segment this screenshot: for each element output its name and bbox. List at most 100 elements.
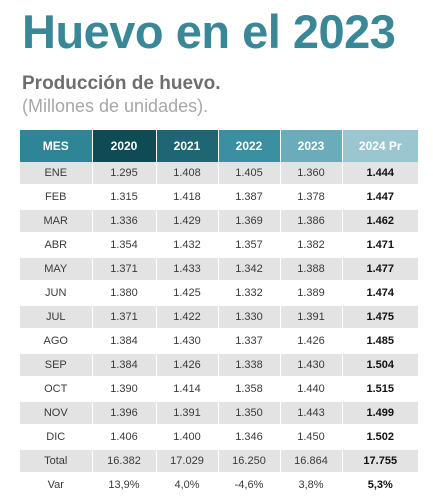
header-row: MES 2020 2021 2022 2023 2024 Pr — [20, 130, 418, 162]
value-2020-cell: 1.295 — [92, 162, 157, 185]
value-2023-cell: 1.388 — [280, 257, 343, 281]
value-2023-cell: 1.386 — [280, 209, 343, 233]
table-row: ENE 1.295 1.408 1.405 1.360 1.444 — [20, 162, 418, 185]
value-2023-cell: 1.440 — [280, 377, 343, 401]
month-cell: MAR — [20, 209, 93, 233]
month-cell: ABR — [20, 233, 93, 257]
table-row: JUN 1.380 1.425 1.332 1.389 1.474 — [20, 281, 418, 305]
value-2021-cell: 1.400 — [156, 425, 219, 449]
value-2023-cell: 1.430 — [280, 353, 343, 377]
value-2023-cell: 1.382 — [280, 233, 343, 257]
table-row: AGO 1.384 1.430 1.337 1.426 1.485 — [20, 329, 418, 353]
value-2020-cell: 1.384 — [92, 353, 157, 377]
value-2023-cell: 1.389 — [280, 281, 343, 305]
value-2020-cell: 1.371 — [92, 305, 157, 329]
value-2021-cell: 1.414 — [156, 377, 219, 401]
value-2024-pr-cell: 1.471 — [342, 233, 418, 257]
month-cell: SEP — [20, 353, 93, 377]
value-2022-cell: 1.338 — [218, 353, 281, 377]
value-2020-cell: 1.354 — [92, 233, 157, 257]
table-row: Var 13,9% 4,0% -4,6% 3,8% 5,3% — [20, 473, 418, 497]
value-2021-cell: 17.029 — [156, 449, 219, 473]
value-2024-pr-cell: 1.499 — [342, 401, 418, 425]
value-2022-cell: 1.332 — [218, 281, 281, 305]
value-2023-cell: 1.443 — [280, 401, 343, 425]
value-2021-cell: 1.426 — [156, 353, 219, 377]
value-2021-cell: 4,0% — [156, 473, 219, 497]
value-2022-cell: 1.369 — [218, 209, 281, 233]
table-row: FEB 1.315 1.418 1.387 1.378 1.447 — [20, 185, 418, 209]
value-2023-cell: 3,8% — [280, 473, 343, 497]
table-row: DIC 1.406 1.400 1.346 1.450 1.502 — [20, 425, 418, 449]
value-2023-cell: 1.378 — [280, 185, 343, 209]
header-2021: 2021 — [156, 130, 219, 162]
value-2022-cell: 1.358 — [218, 377, 281, 401]
value-2022-cell: 1.337 — [218, 329, 281, 353]
table-row: ABR 1.354 1.432 1.357 1.382 1.471 — [20, 233, 418, 257]
value-2020-cell: 1.380 — [92, 281, 157, 305]
month-cell: AGO — [20, 329, 93, 353]
month-cell: ENE — [20, 162, 93, 185]
table-row: MAR 1.336 1.429 1.369 1.386 1.462 — [20, 209, 418, 233]
value-2024-pr-cell: 1.447 — [342, 185, 418, 209]
header-2024-pr: 2024 Pr — [342, 130, 418, 162]
value-2020-cell: 1.396 — [92, 401, 157, 425]
month-cell: DIC — [20, 425, 93, 449]
page-title: Huevo en el 2023 — [22, 5, 396, 58]
production-table: MES 2020 2021 2022 2023 2024 Pr ENE 1.295… — [20, 130, 418, 498]
month-cell: JUL — [20, 305, 93, 329]
value-2024-pr-cell: 1.462 — [342, 209, 418, 233]
value-2024-pr-cell: 1.444 — [342, 162, 418, 185]
value-2024-pr-cell: 1.474 — [342, 281, 418, 305]
month-cell: OCT — [20, 377, 93, 401]
table-row: NOV 1.396 1.391 1.350 1.443 1.499 — [20, 401, 418, 425]
value-2022-cell: -4,6% — [218, 473, 281, 497]
value-2022-cell: 1.342 — [218, 257, 281, 281]
month-cell: Total — [20, 449, 93, 473]
value-2021-cell: 1.433 — [156, 257, 219, 281]
value-2023-cell: 1.360 — [280, 162, 343, 185]
value-2024-pr-cell: 1.502 — [342, 425, 418, 449]
value-2022-cell: 1.346 — [218, 425, 281, 449]
value-2024-pr-cell: 1.477 — [342, 257, 418, 281]
value-2021-cell: 1.432 — [156, 233, 219, 257]
value-2020-cell: 1.406 — [92, 425, 157, 449]
header-2023: 2023 — [280, 130, 343, 162]
value-2022-cell: 1.330 — [218, 305, 281, 329]
value-2022-cell: 1.405 — [218, 162, 281, 185]
value-2023-cell: 1.391 — [280, 305, 343, 329]
table-row: SEP 1.384 1.426 1.338 1.430 1.504 — [20, 353, 418, 377]
value-2022-cell: 1.357 — [218, 233, 281, 257]
table-subtitle: Producción de huevo. — [22, 73, 221, 94]
value-2020-cell: 1.371 — [92, 257, 157, 281]
value-2023-cell: 1.426 — [280, 329, 343, 353]
unit-label: (Millones de unidades). — [22, 96, 209, 116]
value-2024-pr-cell: 1.515 — [342, 377, 418, 401]
value-2020-cell: 1.384 — [92, 329, 157, 353]
value-2021-cell: 1.391 — [156, 401, 219, 425]
value-2020-cell: 1.315 — [92, 185, 157, 209]
value-2023-cell: 16.864 — [280, 449, 343, 473]
table-row: JUL 1.371 1.422 1.330 1.391 1.475 — [20, 305, 418, 329]
value-2024-pr-cell: 1.504 — [342, 353, 418, 377]
month-cell: MAY — [20, 257, 93, 281]
month-cell: JUN — [20, 281, 93, 305]
table-row: Total 16.382 17.029 16.250 16.864 17.755 — [20, 449, 418, 473]
table-row: MAY 1.371 1.433 1.342 1.388 1.477 — [20, 257, 418, 281]
value-2021-cell: 1.425 — [156, 281, 219, 305]
value-2020-cell: 1.390 — [92, 377, 157, 401]
value-2021-cell: 1.430 — [156, 329, 219, 353]
month-cell: Var — [20, 473, 93, 497]
value-2022-cell: 1.387 — [218, 185, 281, 209]
value-2021-cell: 1.408 — [156, 162, 219, 185]
value-2021-cell: 1.429 — [156, 209, 219, 233]
header-mes: MES — [20, 130, 93, 162]
value-2024-pr-cell: 5,3% — [342, 473, 418, 497]
header-2020: 2020 — [92, 130, 157, 162]
table-row: OCT 1.390 1.414 1.358 1.440 1.515 — [20, 377, 418, 401]
value-2024-pr-cell: 1.485 — [342, 329, 418, 353]
value-2022-cell: 1.350 — [218, 401, 281, 425]
value-2023-cell: 1.450 — [280, 425, 343, 449]
value-2024-pr-cell: 1.475 — [342, 305, 418, 329]
value-2024-pr-cell: 17.755 — [342, 449, 418, 473]
